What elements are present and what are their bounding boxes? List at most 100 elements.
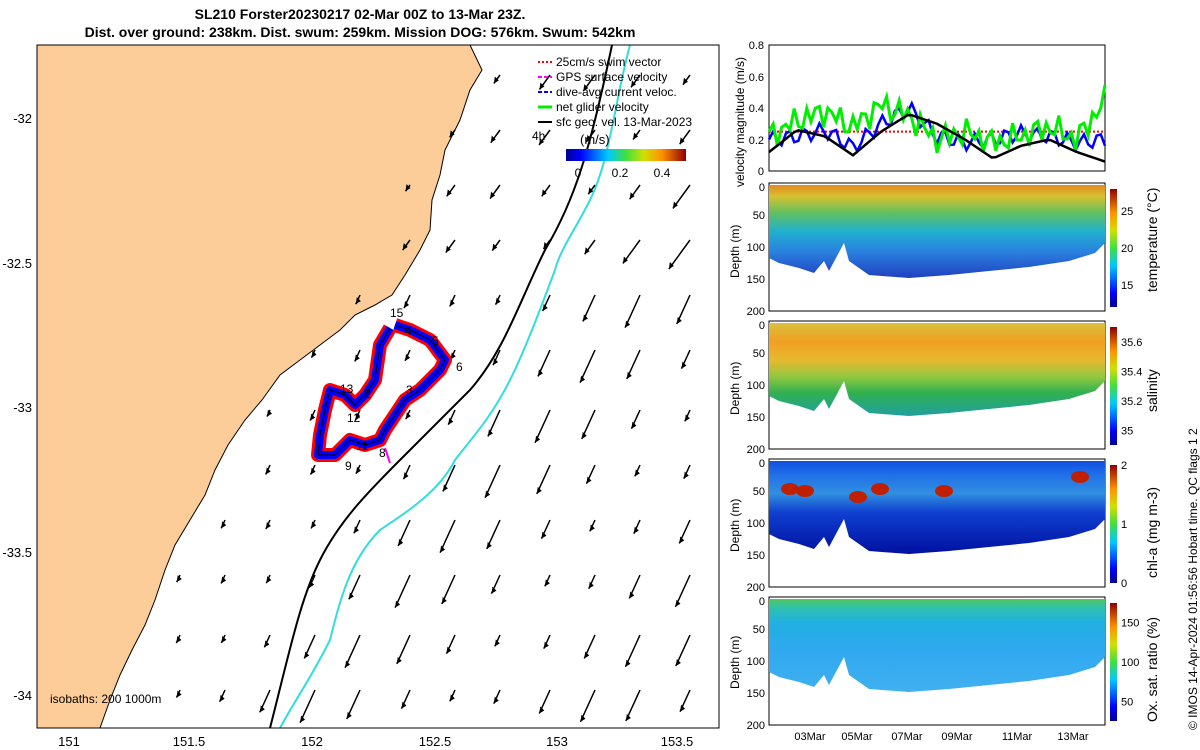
track-label-13: 13	[340, 382, 354, 396]
map-ytick-0: -32	[13, 111, 32, 126]
depth-tick: 50	[753, 624, 765, 636]
velocity-arrowhead	[300, 715, 306, 723]
velocity-arrowhead	[584, 247, 590, 255]
velocity-arrowhead	[542, 303, 548, 311]
glider-track	[311, 318, 452, 464]
map-xtick-3: 152.5	[419, 734, 452, 749]
velocity-arrowhead	[539, 706, 545, 714]
time-tick-3: 09Mar	[941, 731, 973, 743]
time-tick-5: 13Mar	[1057, 731, 1089, 743]
track-label-9: 9	[345, 459, 352, 473]
velocity-arrowhead	[398, 538, 404, 546]
depth-tick: 50	[753, 348, 765, 360]
profile-data-2	[769, 461, 1105, 554]
time-tick-0: 03Mar	[794, 731, 826, 743]
time-tick-4: 11Mar	[1002, 731, 1033, 743]
velocity-arrowhead	[266, 409, 272, 417]
velocity-series-line-2	[767, 84, 1107, 154]
velocity-arrowhead	[580, 714, 586, 722]
velocity-arrowhead	[684, 414, 690, 422]
velocity-arrowhead	[586, 134, 592, 142]
velocity-arrowhead	[493, 696, 499, 704]
chl-max-patch	[849, 491, 867, 503]
velocity-arrowhead	[582, 314, 588, 322]
panel-3-cbar-label: Ox. sat. ratio (%)	[1144, 616, 1160, 722]
velocity-arrowhead	[356, 466, 362, 474]
isobath-200m	[269, 45, 613, 728]
velocity-arrowhead	[539, 82, 545, 90]
velocity-arrowhead	[449, 299, 455, 307]
depth-tick: 150	[747, 550, 765, 562]
vel-ytick-0.8: 0.8	[749, 40, 764, 52]
depth-tick: 50	[753, 210, 765, 222]
time-ticks: 03Mar 05Mar 07Mar 09Mar 11Mar 13Mar	[794, 731, 1089, 743]
chl-max-patch	[796, 485, 814, 497]
velocity-arrowhead	[346, 711, 352, 719]
track-label-4: 4	[405, 324, 412, 338]
velocity-arrowhead	[401, 701, 407, 709]
depth-tick: 100	[747, 242, 765, 254]
velocity-arrowhead	[633, 132, 639, 140]
map-ytick-1: -32.5	[2, 256, 32, 271]
vel-ytick-0: 0	[758, 166, 764, 178]
velocity-arrowhead	[309, 580, 315, 588]
map-ytick-2: -33	[13, 400, 32, 415]
velocity-arrowhead	[219, 694, 225, 702]
velocity-arrowhead	[221, 576, 227, 584]
velocity-arrowhead	[668, 262, 674, 270]
track-label-2: 2	[364, 387, 371, 401]
velocity-arrowhead	[682, 77, 688, 85]
profile-data-0	[769, 185, 1105, 278]
velocity-arrowhead	[176, 690, 182, 698]
map-xtick-2: 152	[301, 734, 323, 749]
colorbar-tick: 25	[1121, 206, 1133, 218]
track-label-6: 6	[456, 360, 463, 374]
velocity-arrowhead	[176, 636, 182, 644]
legend-label-3: net glider velocity	[556, 100, 649, 114]
velocity-arrowhead	[625, 713, 631, 721]
velocity-arrowhead	[345, 660, 351, 668]
velocity-arrowhead	[486, 541, 492, 549]
velocity-arrowhead	[629, 192, 635, 200]
velocity-arrowhead	[450, 352, 456, 360]
velocity-arrowhead	[631, 80, 637, 88]
vel-ytick-0.2: 0.2	[749, 135, 764, 147]
depth-tick: 200	[747, 444, 765, 456]
colorbar-tick: 50	[1121, 696, 1133, 708]
velocity-arrowhead	[622, 256, 628, 264]
time-tick-1: 05Mar	[841, 731, 873, 743]
velocity-arrowhead	[487, 429, 493, 437]
depth-tick: 100	[747, 518, 765, 530]
colorbar-tick: 35	[1121, 425, 1133, 437]
velocity-arrowhead	[490, 135, 496, 143]
colorbar-tick: 35.6	[1121, 337, 1142, 349]
velocity-arrowhead	[264, 640, 270, 648]
colorbar-tick: 35.2	[1121, 396, 1142, 408]
depth-tick: 200	[747, 720, 765, 732]
velocity-arrowhead	[588, 187, 594, 195]
track-labels: 15 4 5 6 13 2 3 12 11 8 9	[340, 306, 463, 473]
velocity-arrowhead	[586, 476, 592, 484]
velocity-arrowhead	[625, 320, 631, 328]
velocity-arrowhead	[304, 651, 310, 659]
chl-max-patch	[1071, 471, 1089, 483]
depth-tick: 0	[759, 182, 765, 194]
depth-tick: 100	[747, 656, 765, 668]
colorbar-tick: 1	[1121, 519, 1127, 531]
velocity-arrowhead	[396, 656, 402, 664]
velocity-arrowhead	[442, 484, 448, 492]
velocity-arrowhead	[541, 189, 547, 197]
map-ytick-4: -34	[13, 688, 32, 703]
velocity-arrowhead	[539, 138, 545, 146]
track-line	[317, 324, 446, 456]
depth-tick: 100	[747, 380, 765, 392]
velocity-arrowhead	[492, 243, 498, 251]
colorbar-0	[1110, 189, 1117, 307]
velocity-arrowhead	[495, 297, 501, 305]
depth-tick: 150	[747, 688, 765, 700]
map-x-ticks: 151 151.5 152 152.5 153 153.5	[58, 734, 693, 749]
velocity-arrowhead	[543, 641, 549, 649]
surface-velocity-arrows	[175, 74, 691, 723]
velocity-arrowhead	[629, 591, 635, 599]
